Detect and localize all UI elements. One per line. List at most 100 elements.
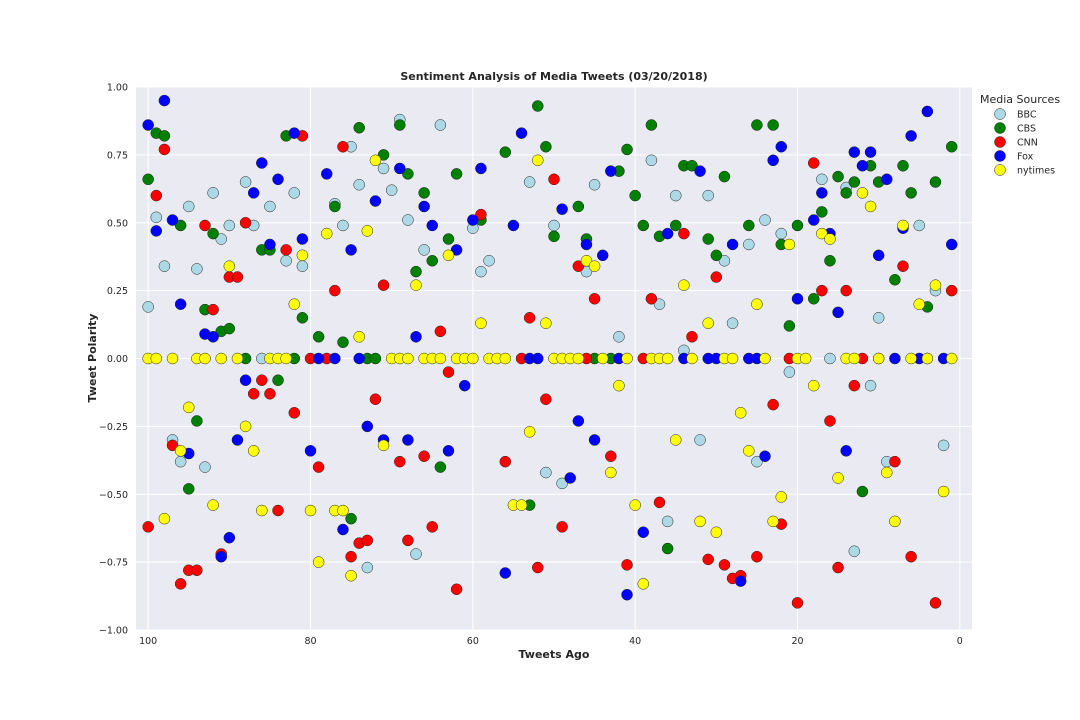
cnn-point — [807, 157, 820, 169]
fox-point — [621, 588, 633, 601]
cbs-point — [897, 159, 909, 172]
nytimes-point — [402, 352, 414, 365]
bbc-point — [645, 154, 658, 167]
series-cbs — [142, 100, 958, 555]
nytimes-point — [613, 379, 625, 392]
nytimes-point — [320, 227, 333, 240]
cnn-point — [824, 415, 836, 427]
fox-point — [661, 227, 674, 240]
nytimes-point — [929, 279, 942, 291]
nytimes-point — [807, 379, 820, 392]
y-tick-label: −0.75 — [99, 558, 128, 569]
cbs-point — [183, 483, 195, 495]
fox-point — [231, 434, 244, 446]
bbc-point — [718, 255, 731, 267]
bbc-point — [556, 477, 568, 490]
cnn-point — [653, 496, 666, 509]
cnn-point — [450, 583, 463, 596]
nytimes-point — [921, 352, 934, 365]
nytimes-point — [637, 578, 650, 590]
fox-point — [532, 352, 544, 365]
bbc-point — [191, 263, 203, 275]
y-tick-label: 0.25 — [107, 286, 128, 297]
fox-point — [921, 105, 934, 118]
bbc-point — [183, 200, 195, 213]
cnn-point — [588, 293, 601, 305]
series-bbc — [142, 113, 950, 574]
cbs-point — [450, 168, 463, 180]
axis-ticks: 100 80 60 40 20 0 1.00 0.75 0.50 0.25 0.00 −0.25 −0.… — [99, 83, 963, 648]
cnn-point — [791, 597, 804, 609]
fox-point — [337, 523, 349, 536]
nytimes-point — [296, 249, 309, 262]
x-tick-label: 80 — [304, 636, 316, 647]
cnn-point — [605, 450, 617, 462]
fox-point — [848, 146, 861, 158]
x-tick-label: 60 — [467, 636, 479, 647]
cbs-point — [945, 140, 958, 153]
bbc-point — [759, 214, 771, 226]
nytimes-point — [694, 515, 706, 528]
cbs-point — [158, 130, 171, 142]
fox-point — [475, 162, 487, 175]
cbs-point — [905, 187, 917, 199]
bbc-point — [694, 434, 706, 446]
fox-point — [856, 159, 869, 172]
bbc-point — [385, 184, 398, 196]
cbs-point — [442, 233, 455, 245]
nytimes-point — [734, 407, 747, 419]
cnn-point — [361, 534, 374, 547]
nytimes-point — [158, 512, 171, 525]
cnn-point — [150, 189, 163, 202]
cbs-point — [572, 200, 585, 213]
nytimes-point — [312, 556, 325, 568]
fox-point — [426, 219, 439, 232]
cbs-point — [856, 485, 869, 498]
cnn-point — [945, 284, 958, 297]
nytimes-point — [377, 439, 390, 452]
legend-marker-fox — [994, 150, 1006, 162]
fox-point — [150, 225, 163, 237]
nytimes-point — [475, 317, 487, 329]
fox-point — [572, 415, 585, 427]
cnn-point — [418, 450, 430, 462]
x-axis-label: Tweets Ago — [519, 648, 590, 661]
cbs-point — [751, 119, 763, 131]
cnn-point — [848, 379, 861, 392]
cbs-point — [223, 322, 236, 335]
cbs-point — [791, 219, 804, 232]
nytimes-point — [231, 352, 244, 365]
cbs-point — [889, 274, 901, 286]
x-tick-label: 100 — [139, 636, 157, 647]
cnn-point — [621, 559, 633, 571]
bbc-point — [377, 162, 390, 175]
cbs-point — [702, 233, 714, 245]
bbc-point — [726, 317, 739, 329]
bbc-point — [361, 561, 374, 574]
cbs-point — [929, 176, 942, 188]
cnn-point — [199, 219, 211, 232]
nytimes-point — [515, 499, 528, 511]
fox-point — [345, 244, 357, 256]
bbc-point — [540, 466, 552, 479]
nytimes-point — [150, 352, 163, 365]
fox-point — [312, 352, 325, 365]
bbc-point — [207, 187, 219, 199]
nytimes-point — [897, 219, 909, 232]
fox-point — [304, 445, 317, 457]
nytimes-point — [621, 352, 633, 365]
nytimes-point — [410, 279, 422, 291]
cnn-point — [231, 271, 244, 283]
bbc-point — [264, 200, 276, 213]
y-tick-label: −1.00 — [99, 626, 128, 637]
bbc-point — [824, 352, 836, 365]
legend-label-fox: Fox — [1017, 152, 1034, 163]
cbs-point — [345, 512, 357, 525]
x-tick-label: 0 — [957, 636, 963, 647]
cnn-point — [312, 461, 325, 473]
cnn-point — [158, 143, 171, 156]
cbs-point — [402, 168, 414, 180]
fox-point — [369, 195, 382, 207]
cbs-point — [718, 170, 731, 183]
